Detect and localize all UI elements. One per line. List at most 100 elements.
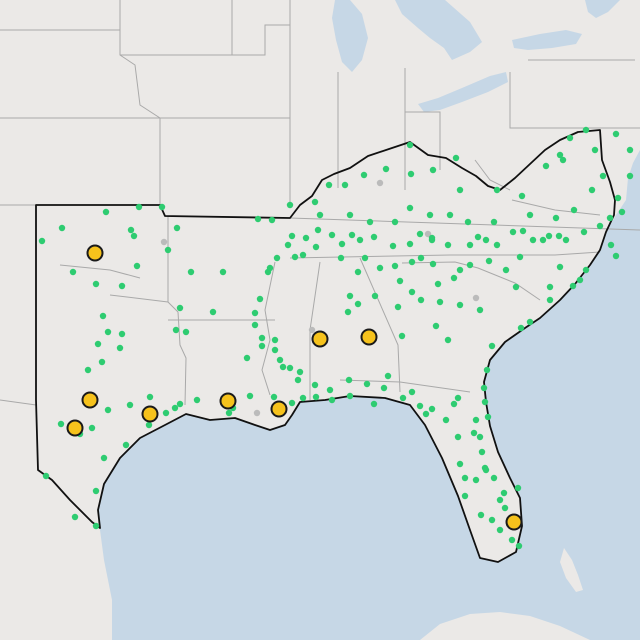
green-dot-marker[interactable] [428,405,436,413]
green-dot-marker[interactable] [338,240,346,248]
green-dot-marker[interactable] [546,296,554,304]
green-dot-marker[interactable] [171,404,179,412]
green-dot-marker[interactable] [391,218,399,226]
green-dot-marker[interactable] [291,253,299,261]
green-dot-marker[interactable] [450,400,458,408]
green-dot-marker[interactable] [346,211,354,219]
yellow-circle-marker[interactable] [86,244,104,262]
green-dot-marker[interactable] [488,516,496,524]
green-dot-marker[interactable] [104,406,112,414]
green-dot-marker[interactable] [461,492,469,500]
green-dot-marker[interactable] [569,282,577,290]
green-dot-marker[interactable] [529,236,537,244]
green-dot-marker[interactable] [580,228,588,236]
green-dot-marker[interactable] [591,146,599,154]
green-dot-marker[interactable] [466,241,474,249]
green-dot-marker[interactable] [556,263,564,271]
green-dot-marker[interactable] [626,172,634,180]
green-dot-marker[interactable] [366,218,374,226]
green-dot-marker[interactable] [251,309,259,317]
green-dot-marker[interactable] [461,474,469,482]
green-dot-marker[interactable] [312,393,320,401]
green-dot-marker[interactable] [493,186,501,194]
green-dot-marker[interactable] [102,208,110,216]
yellow-circle-marker[interactable] [219,392,237,410]
green-dot-marker[interactable] [417,254,425,262]
green-dot-marker[interactable] [398,332,406,340]
green-dot-marker[interactable] [172,326,180,334]
green-dot-marker[interactable] [57,420,65,428]
green-dot-marker[interactable] [371,292,379,300]
green-dot-marker[interactable] [456,186,464,194]
green-dot-marker[interactable] [612,252,620,260]
yellow-circle-marker[interactable] [66,419,84,437]
green-dot-marker[interactable] [470,429,478,437]
green-dot-marker[interactable] [588,186,596,194]
green-dot-marker[interactable] [576,276,584,284]
green-dot-marker[interactable] [407,170,415,178]
green-dot-marker[interactable] [299,394,307,402]
green-dot-marker[interactable] [481,398,489,406]
green-dot-marker[interactable] [133,262,141,270]
green-dot-marker[interactable] [483,366,491,374]
green-dot-marker[interactable] [288,232,296,240]
green-dot-marker[interactable] [488,342,496,350]
green-dot-marker[interactable] [559,156,567,164]
green-dot-marker[interactable] [176,400,184,408]
green-dot-marker[interactable] [429,260,437,268]
green-dot-marker[interactable] [58,224,66,232]
green-dot-marker[interactable] [518,192,526,200]
green-dot-marker[interactable] [42,472,50,480]
green-dot-marker[interactable] [92,280,100,288]
green-dot-marker[interactable] [496,526,504,534]
green-dot-marker[interactable] [286,364,294,372]
green-dot-marker[interactable] [316,211,324,219]
green-dot-marker[interactable] [454,433,462,441]
green-dot-marker[interactable] [246,392,254,400]
green-dot-marker[interactable] [444,336,452,344]
green-dot-marker[interactable] [450,274,458,282]
green-dot-marker[interactable] [311,198,319,206]
yellow-circle-marker[interactable] [141,405,159,423]
green-dot-marker[interactable] [258,334,266,342]
green-dot-marker[interactable] [444,241,452,249]
green-dot-marker[interactable] [406,240,414,248]
green-dot-marker[interactable] [426,211,434,219]
green-dot-marker[interactable] [482,236,490,244]
green-dot-marker[interactable] [626,146,634,154]
green-dot-marker[interactable] [354,300,362,308]
green-dot-marker[interactable] [519,227,527,235]
green-dot-marker[interactable] [271,336,279,344]
green-dot-marker[interactable] [562,236,570,244]
green-dot-marker[interactable] [493,241,501,249]
green-dot-marker[interactable] [146,393,154,401]
green-dot-marker[interactable] [542,162,550,170]
green-dot-marker[interactable] [509,228,517,236]
green-dot-marker[interactable] [273,254,281,262]
green-dot-marker[interactable] [391,262,399,270]
green-dot-marker[interactable] [432,322,440,330]
green-dot-marker[interactable] [422,410,430,418]
green-dot-marker[interactable] [118,330,126,338]
green-dot-marker[interactable] [360,171,368,179]
green-dot-marker[interactable] [570,206,578,214]
green-dot-marker[interactable] [345,376,353,384]
green-dot-marker[interactable] [428,234,436,242]
green-dot-marker[interactable] [162,409,170,417]
green-dot-marker[interactable] [500,489,508,497]
green-dot-marker[interactable] [454,394,462,402]
green-dot-marker[interactable] [286,201,294,209]
green-dot-marker[interactable] [354,268,362,276]
green-dot-marker[interactable] [480,384,488,392]
green-dot-marker[interactable] [276,356,284,364]
green-dot-marker[interactable] [348,231,356,239]
green-dot-marker[interactable] [341,181,349,189]
green-dot-marker[interactable] [69,268,77,276]
green-dot-marker[interactable] [517,324,525,332]
gray-dot-marker[interactable] [472,294,480,302]
green-dot-marker[interactable] [566,134,574,142]
green-dot-marker[interactable] [485,257,493,265]
green-dot-marker[interactable] [612,130,620,138]
green-dot-marker[interactable] [268,216,276,224]
